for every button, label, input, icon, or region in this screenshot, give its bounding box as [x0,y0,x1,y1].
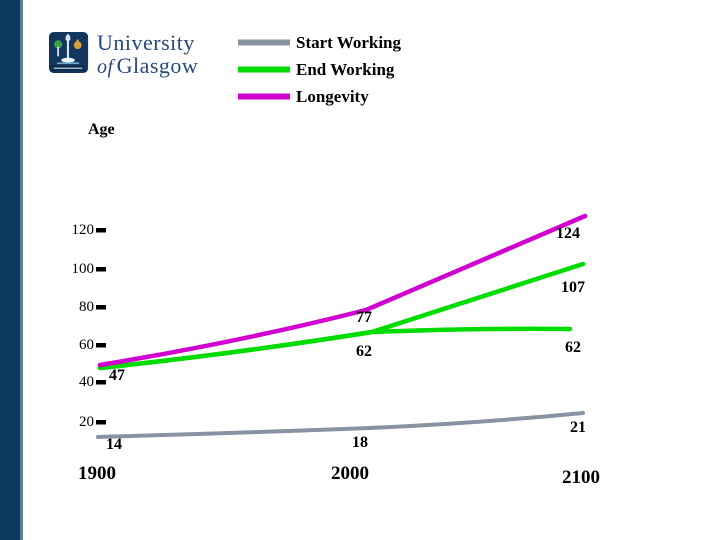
point-label-longevity-2100: 124 [556,225,580,242]
logo-of-word: of [97,56,114,78]
point-label-end-working-2100-high: 107 [561,279,585,296]
series-line-longevity [97,213,588,368]
y-axis-tick-label-80: 80 [79,299,94,315]
point-label-start-working-1900: 14 [106,436,122,453]
y-axis-tick [96,420,106,425]
y-axis-title: Age [88,121,115,138]
end-working-swatch-icon [238,66,290,73]
legend-item-start-working: Start Working [238,33,401,52]
y-axis-tick [96,267,106,272]
series-line-end-working [97,261,586,371]
logo-line-university: University [97,30,195,55]
y-axis-tick-label-60: 60 [79,337,94,353]
y-axis-tick-label-20: 20 [79,414,94,430]
y-axis-tick [96,380,106,385]
x-axis-label-2000: 2000 [331,463,369,484]
legend-label-start-working: Start Working [296,32,402,52]
legend-label-longevity: Longevity [296,86,369,106]
slide-accent-bar [0,0,20,540]
point-label-end-working-2100-flat: 62 [565,339,581,356]
point-label-longevity-1900: 47 [109,367,125,384]
y-axis-tick [96,228,106,233]
x-axis-label-2100: 2100 [562,467,600,488]
longevity-swatch-icon [238,93,290,100]
university-crest-icon [48,32,89,74]
university-logo-text: University of Glasgow [97,30,199,78]
university-logo: University of Glasgow [48,31,198,77]
series-line-start-working [96,411,585,439]
y-axis-tick-label-100: 100 [71,261,95,277]
logo-glasgow-word: Glasgow [116,53,199,78]
chart-legend: Start Working End Working Longevity [238,33,401,106]
legend-label-end-working: End Working [296,59,395,79]
point-label-start-working-2000: 18 [352,434,368,451]
point-label-start-working-2100: 21 [570,419,586,436]
x-axis-label-1900: 1900 [78,463,116,484]
point-label-longevity-2000: 77 [356,309,372,326]
legend-item-longevity: Longevity [238,87,401,106]
logo-line-of-glasgow: of Glasgow [97,53,199,78]
y-axis-tick-label-40: 40 [79,374,94,390]
start-working-swatch-icon [238,39,290,46]
point-label-end-working-2000: 62 [356,343,372,360]
y-axis-tick [96,305,106,310]
y-axis-tick [96,343,106,348]
slide-accent-bar-edge [20,0,23,540]
legend-item-end-working: End Working [238,60,401,79]
y-axis-tick-label-120: 120 [71,222,95,238]
